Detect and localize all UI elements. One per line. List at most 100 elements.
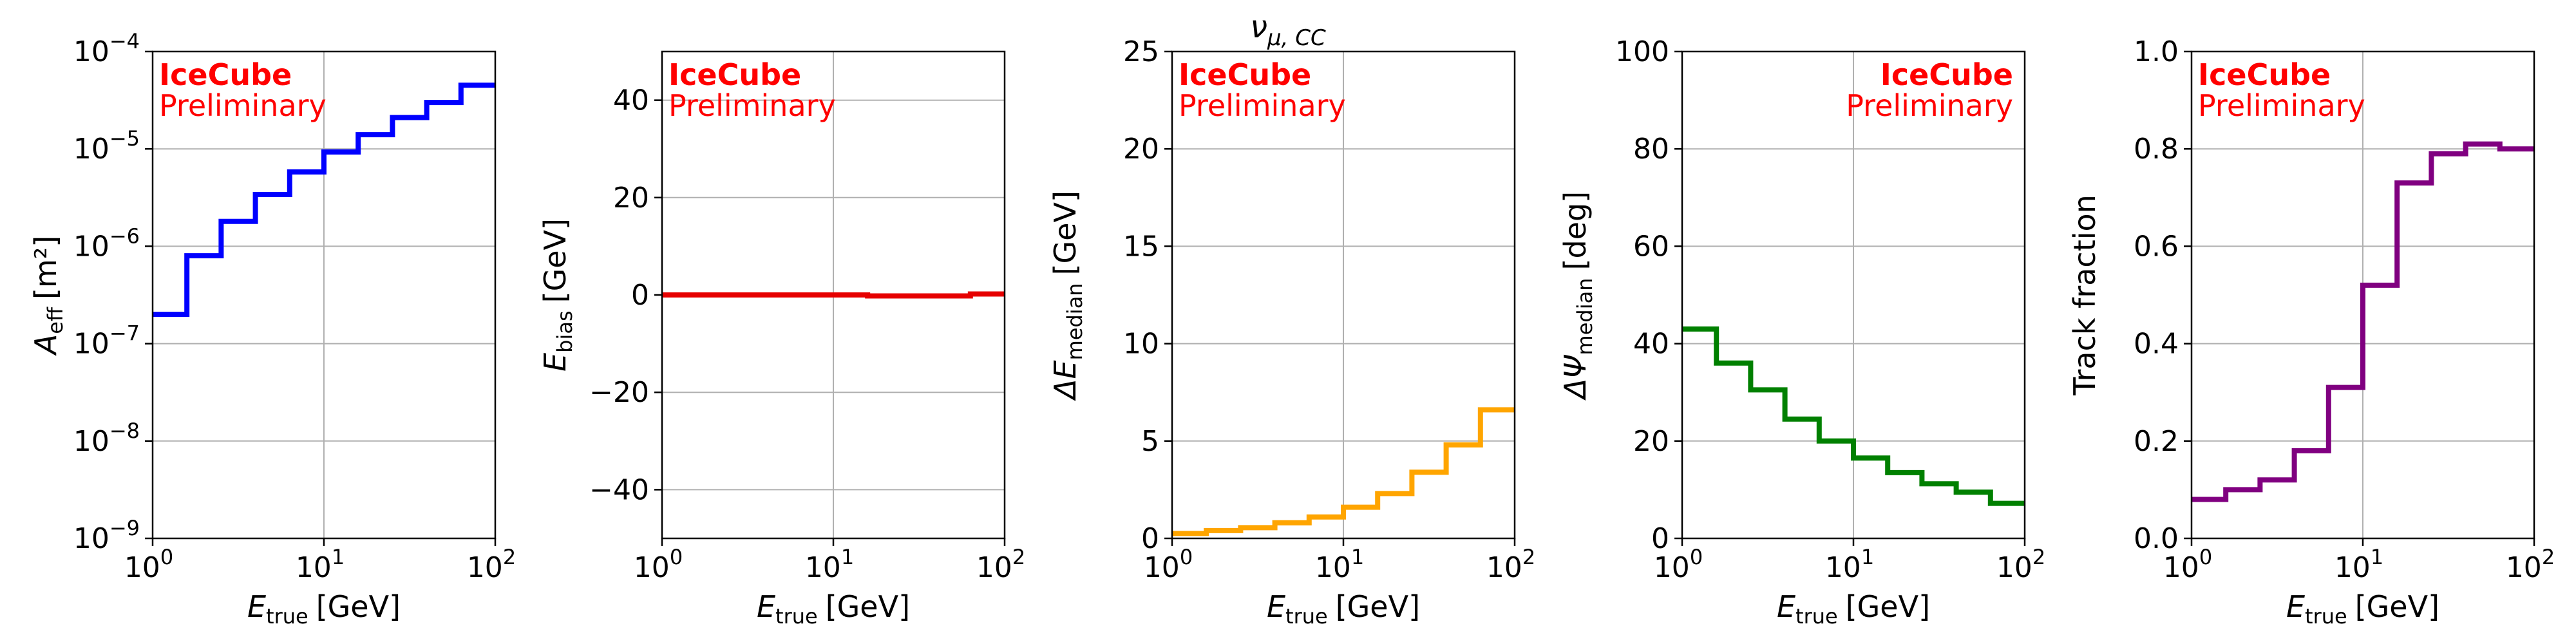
- y-label-unit: [GeV]: [1048, 191, 1083, 275]
- x-tick-exponent: 0: [1690, 545, 1703, 569]
- x-tick-label: 100: [1654, 545, 1703, 584]
- x-label-subscript: true: [1795, 604, 1838, 629]
- watermark-subtitle: Preliminary: [2198, 88, 2365, 123]
- y-tick-label: 10−8: [73, 419, 140, 458]
- y-tick-label: 60: [1633, 230, 1669, 263]
- y-tick-label: 5: [1141, 425, 1159, 458]
- figure-suptitle: νμ, CC: [1250, 9, 1326, 51]
- series-step-line: [2192, 141, 2534, 502]
- x-tick-label: 101: [1315, 545, 1364, 584]
- x-tick-base: 10: [2163, 551, 2199, 584]
- y-tick-label: 0.4: [2134, 328, 2179, 361]
- y-tick-label: 10−9: [73, 516, 140, 555]
- y-tick-base: 10: [73, 522, 109, 555]
- watermark-title: IceCube: [159, 57, 292, 92]
- x-tick-exponent: 2: [2542, 545, 2555, 569]
- y-tick-label: 1.0: [2134, 35, 2179, 68]
- x-tick-label: 100: [1144, 545, 1193, 584]
- x-tick-label: 102: [2506, 545, 2555, 584]
- y-tick-label: 10−6: [73, 223, 140, 263]
- x-axis-label: Etrue [GeV]: [1267, 589, 1420, 629]
- y-label-main: Track fraction: [2067, 194, 2102, 396]
- y-tick-label: 40: [613, 84, 649, 117]
- y-tick-base: 10: [73, 328, 109, 361]
- x-label-subscript: true: [2305, 604, 2347, 629]
- y-tick-label: 0.2: [2134, 425, 2179, 458]
- series-step-line: [153, 82, 495, 317]
- x-label-unit: [GeV]: [1336, 589, 1420, 624]
- x-tick-exponent: 0: [1180, 545, 1193, 569]
- y-tick-label: 0: [1141, 522, 1159, 555]
- watermark-title: IceCube: [2198, 57, 2331, 92]
- x-label-subscript: true: [775, 604, 818, 629]
- y-label-unit: [GeV]: [538, 218, 573, 303]
- suptitle-base: ν: [1250, 9, 1267, 45]
- y-tick-label: 10−4: [73, 29, 140, 68]
- x-axis-label: Etrue [GeV]: [247, 589, 401, 629]
- watermark-title: IceCube: [1179, 57, 1311, 92]
- y-tick-exponent: −9: [109, 516, 140, 540]
- x-label-unit: [GeV]: [1846, 589, 1930, 624]
- y-axis-label: ΔΨmedian [deg]: [1558, 191, 1597, 401]
- x-tick-exponent: 2: [1522, 545, 1535, 569]
- series-step-line: [1172, 407, 1515, 536]
- y-label-main: ΔE: [1048, 360, 1083, 401]
- x-tick-label: 102: [467, 545, 516, 584]
- y-tick-label: 0: [631, 279, 649, 312]
- x-tick-base: 10: [124, 551, 160, 584]
- y-tick-exponent: −7: [109, 321, 140, 346]
- y-tick-label: 0.8: [2134, 133, 2179, 166]
- x-tick-base: 10: [634, 551, 670, 584]
- y-tick-base: 10: [73, 230, 109, 263]
- x-tick-base: 10: [1486, 551, 1522, 584]
- y-label-main: ΔΨ: [1558, 355, 1593, 401]
- y-label-subscript: bias: [553, 310, 577, 352]
- x-tick-exponent: 2: [503, 545, 516, 569]
- x-tick-exponent: 2: [2032, 545, 2045, 569]
- x-tick-base: 10: [467, 551, 503, 584]
- x-tick-base: 10: [976, 551, 1012, 584]
- y-tick-label: 0: [1651, 522, 1669, 555]
- y-tick-base: 10: [73, 425, 109, 458]
- x-tick-label: 100: [2163, 545, 2212, 584]
- x-tick-label: 100: [124, 545, 173, 584]
- watermark-subtitle: Preliminary: [1846, 88, 2013, 123]
- x-label-main: E: [2286, 589, 2305, 624]
- y-label-subscript: eff: [43, 307, 68, 334]
- x-tick-base: 10: [1996, 551, 2032, 584]
- series-step-line: [662, 291, 1005, 299]
- y-tick-label: 100: [1615, 35, 1669, 68]
- y-axis-label: Ebias [GeV]: [538, 218, 577, 372]
- watermark-title: IceCube: [668, 57, 801, 92]
- x-tick-label: 102: [1486, 545, 1535, 584]
- y-label-main: A: [28, 334, 63, 356]
- y-label-subscript: median: [1063, 283, 1087, 360]
- x-label-main: E: [247, 589, 266, 624]
- x-tick-base: 10: [1144, 551, 1180, 584]
- series-step-line: [1682, 326, 2025, 506]
- y-label-unit: [deg]: [1558, 191, 1593, 270]
- x-label-main: E: [1267, 589, 1285, 624]
- x-tick-base: 10: [1654, 551, 1690, 584]
- y-tick-exponent: −6: [109, 223, 140, 248]
- y-tick-label: 20: [1123, 133, 1159, 166]
- x-tick-exponent: 0: [2199, 545, 2212, 569]
- y-label-unit: [m²]: [28, 236, 63, 299]
- x-tick-label: 101: [2334, 545, 2383, 584]
- x-tick-exponent: 1: [1861, 545, 1874, 569]
- watermark-subtitle: Preliminary: [668, 88, 836, 123]
- y-tick-label: 10−7: [73, 321, 140, 361]
- y-tick-label: 40: [1633, 328, 1669, 361]
- x-tick-base: 10: [1315, 551, 1351, 584]
- x-tick-label: 102: [1996, 545, 2045, 584]
- y-tick-label: 20: [1633, 425, 1669, 458]
- x-tick-label: 101: [1825, 545, 1874, 584]
- y-axis-label: Track fraction: [2067, 194, 2102, 396]
- x-axis-label: Etrue [GeV]: [2286, 589, 2439, 629]
- x-tick-exponent: 1: [841, 545, 854, 569]
- x-tick-base: 10: [805, 551, 841, 584]
